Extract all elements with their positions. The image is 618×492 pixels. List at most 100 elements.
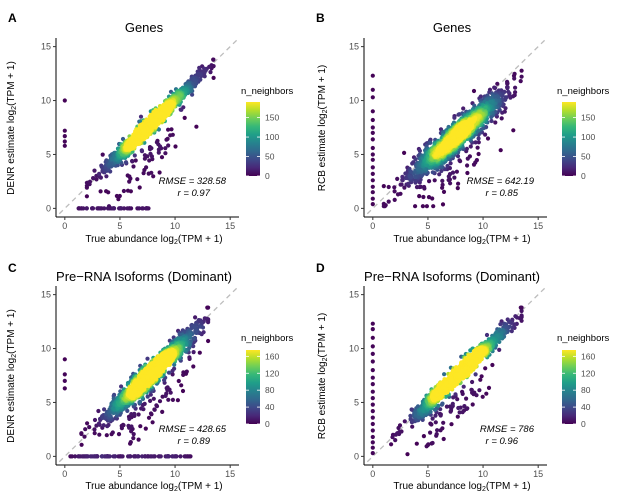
scatter-point bbox=[62, 357, 67, 362]
scatter-point bbox=[152, 407, 157, 412]
scatter-point bbox=[147, 158, 152, 163]
legend-tick-label: 150 bbox=[265, 113, 279, 123]
r-annotation: r = 0.85 bbox=[486, 188, 519, 199]
scatter-point bbox=[512, 71, 517, 76]
scatter-point bbox=[117, 193, 122, 199]
scatter-point bbox=[493, 120, 498, 125]
scatter-point bbox=[121, 188, 126, 194]
scatter-point bbox=[137, 206, 142, 211]
legend-tick-label: 0 bbox=[265, 171, 270, 181]
scatter-point bbox=[465, 170, 470, 176]
scatter-point bbox=[90, 206, 95, 211]
scatter-point bbox=[166, 143, 171, 148]
scatter-point bbox=[62, 386, 67, 391]
scatter-point bbox=[79, 431, 84, 436]
scatter-point bbox=[163, 146, 168, 151]
scatter-point bbox=[370, 157, 375, 162]
scatter-point bbox=[158, 454, 163, 459]
legend-tick-label: 100 bbox=[265, 132, 279, 142]
scatter-point bbox=[417, 194, 422, 199]
scatter-point bbox=[132, 153, 137, 158]
y-tick-label: 15 bbox=[41, 42, 51, 52]
scatter-point bbox=[370, 145, 375, 151]
scatter-point bbox=[135, 177, 140, 182]
scatter-point bbox=[382, 204, 387, 209]
scatter-point bbox=[476, 151, 481, 157]
scatter-point bbox=[446, 174, 451, 179]
scatter-point bbox=[102, 206, 107, 211]
scatter-point bbox=[179, 383, 184, 388]
scatter-point bbox=[442, 145, 447, 150]
scatter-point bbox=[476, 136, 481, 141]
scatter-point bbox=[170, 397, 175, 402]
scatter-point bbox=[465, 156, 470, 161]
y-tick-label: 0 bbox=[46, 203, 51, 213]
scatter-point bbox=[434, 152, 439, 157]
scatter-point bbox=[131, 436, 136, 441]
scatter-point bbox=[151, 396, 156, 401]
scatter-point bbox=[178, 107, 183, 112]
legend-tick-label: 50 bbox=[581, 152, 591, 162]
scatter-point bbox=[193, 315, 198, 320]
scatter-point bbox=[395, 192, 401, 197]
scatter-point bbox=[181, 372, 186, 377]
scatter-point bbox=[182, 454, 187, 459]
scatter-point bbox=[493, 85, 498, 91]
scatter-point bbox=[370, 130, 375, 135]
scatter-point bbox=[505, 81, 510, 86]
y-tick-label: 5 bbox=[46, 149, 51, 159]
scatter-point bbox=[513, 85, 518, 90]
scatter-point bbox=[141, 129, 146, 134]
scatter-point bbox=[145, 356, 150, 361]
scatter-point bbox=[206, 305, 211, 310]
scatter-point bbox=[81, 206, 86, 211]
scatter-point bbox=[175, 398, 180, 403]
y-tick-label: 10 bbox=[349, 96, 359, 106]
scatter-point bbox=[370, 117, 375, 123]
y-axis-title: RCB estimate log2(TPM + 1) bbox=[317, 65, 329, 191]
scatter-point bbox=[489, 118, 494, 124]
scatter-point bbox=[163, 393, 168, 398]
y-tick-label: 15 bbox=[349, 42, 359, 52]
scatter-point bbox=[127, 179, 132, 184]
scatter-point bbox=[440, 178, 445, 183]
scatter-point bbox=[92, 431, 97, 436]
scatter-point bbox=[105, 206, 110, 211]
scatter-point bbox=[441, 189, 447, 194]
scatter-point bbox=[157, 399, 163, 404]
scatter-point bbox=[430, 170, 435, 175]
scatter-point bbox=[475, 145, 480, 150]
scatter-point bbox=[139, 148, 144, 153]
scatter-point bbox=[104, 433, 109, 438]
scatter-point bbox=[370, 73, 375, 78]
scatter-point bbox=[180, 388, 186, 394]
scatter-point bbox=[468, 144, 473, 149]
scatter-point bbox=[116, 432, 122, 437]
scatter-point bbox=[97, 432, 102, 437]
scatter-point bbox=[62, 128, 67, 133]
scatter-point bbox=[440, 182, 445, 187]
scatter-point bbox=[142, 140, 147, 145]
scatter-point bbox=[94, 177, 99, 182]
scatter-point bbox=[62, 139, 67, 144]
scatter-point bbox=[131, 432, 136, 437]
scatter-point bbox=[166, 370, 172, 375]
legend-tick-label: 150 bbox=[581, 113, 595, 123]
scatter-point bbox=[123, 160, 129, 165]
scatter-point bbox=[370, 178, 375, 183]
scatter-point bbox=[370, 87, 375, 92]
scatter-point bbox=[427, 179, 432, 184]
scatter-point bbox=[62, 378, 67, 383]
scatter-point bbox=[141, 171, 146, 176]
scatter-point bbox=[131, 164, 136, 169]
scatter-point bbox=[84, 194, 89, 199]
scatter-point bbox=[418, 184, 424, 189]
x-tick-label: 10 bbox=[478, 221, 488, 231]
scatter-point bbox=[370, 184, 375, 189]
scatter-point bbox=[165, 387, 170, 393]
scatter-point bbox=[100, 454, 105, 459]
scatter-point bbox=[149, 454, 154, 459]
scatter-point bbox=[370, 137, 375, 142]
scatter-points bbox=[62, 57, 216, 211]
